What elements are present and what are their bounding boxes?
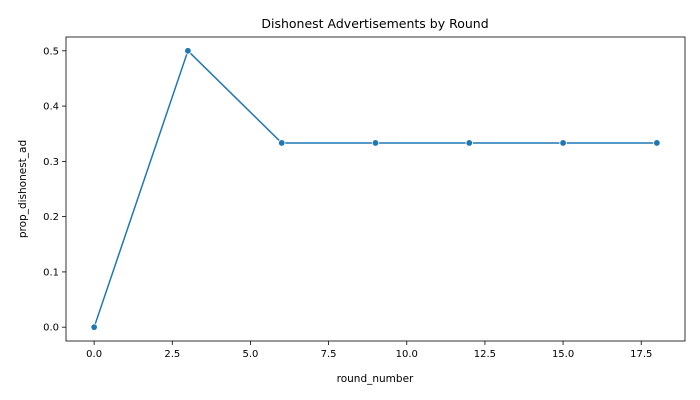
x-tick-label: 10.0	[396, 349, 418, 360]
y-tick-label: 0.1	[43, 267, 59, 278]
y-tick-label: 0.2	[43, 212, 59, 223]
plot-area	[90, 47, 661, 331]
chart-title: Dishonest Advertisements by Round	[261, 16, 488, 31]
x-axis-label: round_number	[337, 373, 414, 385]
data-point	[465, 139, 473, 147]
y-tick-label: 0.5	[43, 46, 59, 57]
x-tick-label: 17.5	[630, 349, 652, 360]
data-point	[371, 139, 380, 147]
y-tick-label: 0.0	[43, 323, 59, 334]
data-point	[184, 47, 192, 55]
data-point	[278, 139, 286, 147]
x-tick-label: 5.0	[242, 349, 258, 360]
x-tick-label: 12.5	[474, 349, 496, 360]
y-axis: 0.0 0.1 0.2 0.3 0.4 0.5	[43, 46, 66, 334]
x-tick-label: 7.5	[321, 349, 337, 360]
y-axis-label: prop_dishonest_ad	[17, 140, 29, 238]
y-tick-label: 0.3	[43, 157, 59, 168]
data-point	[90, 323, 98, 331]
x-tick-label: 2.5	[164, 349, 180, 360]
series-line	[93, 50, 657, 328]
data-point	[653, 139, 661, 147]
x-axis: 0.0 2.5 5.0 7.5 10.0 12.5 15.0 17.5	[86, 341, 652, 360]
x-tick-label: 0.0	[86, 349, 102, 360]
y-tick-label: 0.4	[43, 102, 59, 113]
data-point	[559, 139, 567, 147]
x-tick-label: 15.0	[552, 349, 574, 360]
axes-frame	[65, 36, 686, 342]
